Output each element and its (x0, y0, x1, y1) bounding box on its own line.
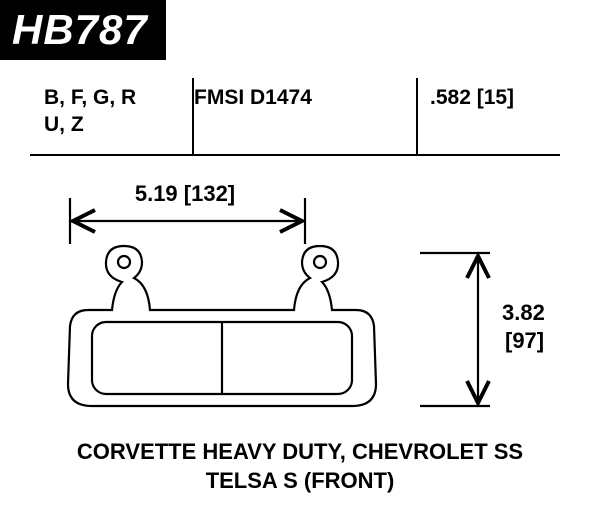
brake-pad-diagram (0, 0, 600, 518)
brake-pad-outline (68, 246, 376, 406)
height-dimension (420, 253, 490, 406)
width-dimension (70, 198, 305, 244)
